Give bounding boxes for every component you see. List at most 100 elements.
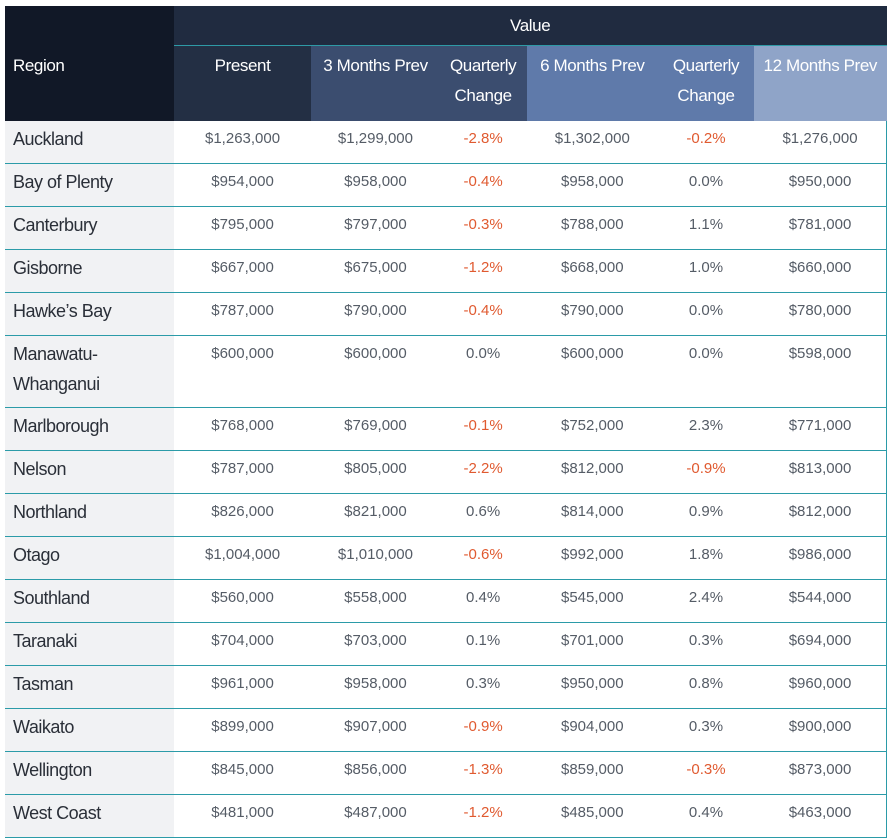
twelve-months-prev-cell: $900,000 [754, 708, 888, 752]
six-months-prev-cell: $545,000 [526, 579, 658, 623]
present-value-cell: $481,000 [173, 794, 312, 838]
twelve-months-prev-cell: $986,000 [754, 536, 888, 580]
present-value-cell: $600,000 [173, 335, 312, 408]
header-group-row: Value [5, 6, 887, 46]
table-row: Marlborough $768,000 $769,000 -0.1% $752,000… [5, 407, 888, 451]
present-value-cell: $845,000 [173, 751, 312, 795]
quarterly-change-2-cell: 0.3% [657, 708, 755, 752]
region-cell: Northland [5, 493, 174, 537]
six-months-prev-cell: $701,000 [526, 622, 658, 666]
column-header-region[interactable]: Region [5, 45, 174, 121]
quarterly-change-1-cell: -2.2% [439, 450, 527, 494]
table-body: Auckland $1,263,000 $1,299,000 -2.8% $1,302,… [5, 121, 888, 838]
region-cell: Nelson [5, 450, 174, 494]
twelve-months-prev-cell: $1,276,000 [754, 121, 888, 164]
three-months-prev-cell: $558,000 [311, 579, 440, 623]
quarterly-change-1-cell: 0.1% [439, 622, 527, 666]
table-row: Wellington $845,000 $856,000 -1.3% $859,000-… [5, 751, 888, 795]
quarterly-change-2-cell: 1.1% [657, 206, 755, 250]
header-blank-cell [5, 6, 174, 46]
column-header-present[interactable]: Present [173, 45, 312, 121]
present-value-cell: $704,000 [173, 622, 312, 666]
three-months-prev-cell: $769,000 [311, 407, 440, 451]
six-months-prev-cell: $859,000 [526, 751, 658, 795]
twelve-months-prev-cell: $463,000 [754, 794, 888, 838]
table-header: Value Region Present 3 Months Prev Quart… [5, 6, 887, 121]
six-months-prev-cell: $790,000 [526, 292, 658, 336]
table-row: Otago $1,004,000 $1,010,000 -0.6% $992,000 1.… [5, 536, 888, 580]
six-months-prev-cell: $668,000 [526, 249, 658, 293]
table-row: Manawatu-Whanganui $600,000 $600,000 0.0% $6… [5, 335, 888, 408]
quarterly-change-1-cell: -0.6% [439, 536, 527, 580]
region-cell: Auckland [5, 121, 174, 164]
quarterly-change-2-cell: 0.0% [657, 292, 755, 336]
quarterly-change-2-cell: 2.3% [657, 407, 755, 451]
present-value-cell: $787,000 [173, 292, 312, 336]
present-value-cell: $667,000 [173, 249, 312, 293]
quarterly-change-2-cell: 0.3% [657, 622, 755, 666]
six-months-prev-cell: $904,000 [526, 708, 658, 752]
six-months-prev-cell: $992,000 [526, 536, 658, 580]
region-cell: Marlborough [5, 407, 174, 451]
six-months-prev-cell: $600,000 [526, 335, 658, 408]
column-header-12-months-prev[interactable]: 12 Months Prev [754, 45, 887, 121]
table-row: Tasman $961,000 $958,000 0.3% $950,000 0.8% $9… [5, 665, 888, 709]
twelve-months-prev-cell: $813,000 [754, 450, 888, 494]
three-months-prev-cell: $821,000 [311, 493, 440, 537]
region-cell: Manawatu-Whanganui [5, 335, 174, 408]
column-header-6-months-prev[interactable]: 6 Months Prev [526, 45, 658, 121]
present-value-cell: $961,000 [173, 665, 312, 709]
quarterly-change-2-cell: 1.8% [657, 536, 755, 580]
quarterly-change-1-cell: -1.2% [439, 794, 527, 838]
region-cell: Wellington [5, 751, 174, 795]
quarterly-change-2-cell: -0.2% [657, 121, 755, 164]
quarterly-change-1-cell: -0.1% [439, 407, 527, 451]
region-cell: Southland [5, 579, 174, 623]
twelve-months-prev-cell: $812,000 [754, 493, 888, 537]
table-row: Southland $560,000 $558,000 0.4% $545,000 2.4… [5, 579, 888, 623]
quarterly-change-2-cell: 0.0% [657, 163, 755, 207]
three-months-prev-cell: $487,000 [311, 794, 440, 838]
column-header-3-months-prev[interactable]: 3 Months Prev [311, 45, 440, 121]
table-row: West Coast $481,000 $487,000 -1.2% $485,000 0… [5, 794, 888, 838]
quarterly-change-1-cell: -0.3% [439, 206, 527, 250]
table-row: Hawke’s Bay $787,000 $790,000 -0.4% $790,000… [5, 292, 888, 336]
column-header-quarterly-change-1[interactable]: Quarterly Change [439, 45, 527, 121]
quarterly-change-2-cell: 0.0% [657, 335, 755, 408]
region-cell: Gisborne [5, 249, 174, 293]
present-value-cell: $899,000 [173, 708, 312, 752]
quarterly-change-2-cell: 0.9% [657, 493, 755, 537]
present-value-cell: $560,000 [173, 579, 312, 623]
three-months-prev-cell: $1,010,000 [311, 536, 440, 580]
six-months-prev-cell: $812,000 [526, 450, 658, 494]
six-months-prev-cell: $958,000 [526, 163, 658, 207]
twelve-months-prev-cell: $694,000 [754, 622, 888, 666]
quarterly-change-1-cell: -0.4% [439, 292, 527, 336]
twelve-months-prev-cell: $780,000 [754, 292, 888, 336]
twelve-months-prev-cell: $771,000 [754, 407, 888, 451]
quarterly-change-2-cell: 1.0% [657, 249, 755, 293]
present-value-cell: $768,000 [173, 407, 312, 451]
twelve-months-prev-cell: $660,000 [754, 249, 888, 293]
three-months-prev-cell: $600,000 [311, 335, 440, 408]
present-value-cell: $795,000 [173, 206, 312, 250]
table-row: Taranaki $704,000 $703,000 0.1% $701,000 0.3%… [5, 622, 888, 666]
twelve-months-prev-cell: $598,000 [754, 335, 888, 408]
table-row: Nelson $787,000 $805,000 -2.2% $812,000 -0.9%… [5, 450, 888, 494]
six-months-prev-cell: $950,000 [526, 665, 658, 709]
region-cell: Waikato [5, 708, 174, 752]
present-value-cell: $826,000 [173, 493, 312, 537]
twelve-months-prev-cell: $873,000 [754, 751, 888, 795]
quarterly-change-1-cell: -0.4% [439, 163, 527, 207]
six-months-prev-cell: $814,000 [526, 493, 658, 537]
six-months-prev-cell: $788,000 [526, 206, 658, 250]
twelve-months-prev-cell: $781,000 [754, 206, 888, 250]
present-value-cell: $787,000 [173, 450, 312, 494]
column-header-quarterly-change-2[interactable]: Quarterly Change [657, 45, 755, 121]
quarterly-change-1-cell: -2.8% [439, 121, 527, 164]
property-values-table: Value Region Present 3 Months Prev Quart… [5, 6, 888, 838]
present-value-cell: $954,000 [173, 163, 312, 207]
quarterly-change-1-cell: -0.9% [439, 708, 527, 752]
quarterly-change-2-cell: -0.3% [657, 751, 755, 795]
table-row: Bay of Plenty $954,000 $958,000 -0.4% $958,0… [5, 163, 888, 207]
